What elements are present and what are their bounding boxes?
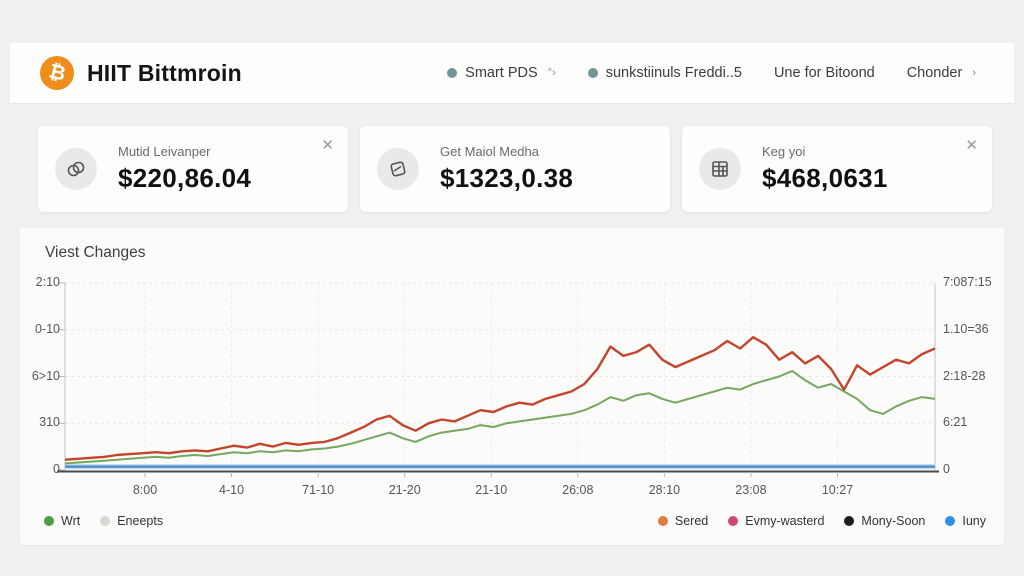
x-axis-label: 8:00 xyxy=(132,483,158,497)
legend-label: Wrt xyxy=(61,514,81,528)
card-body: Mutid Leivanper $220,86.04 xyxy=(118,144,251,194)
nav-item-label: Chonder xyxy=(906,65,963,81)
y-axis-label-left: 310 xyxy=(39,415,60,430)
spreadsheet-icon xyxy=(699,148,741,190)
legend-label: Mony-Soon xyxy=(861,514,926,528)
y-axis-label-right: 7:087:15 xyxy=(943,275,992,289)
nav-item-label: sunkstiinuls Freddi..5 xyxy=(605,65,742,81)
x-axis-label: 28:10 xyxy=(648,483,681,497)
brand[interactable]: ₿ HIIT Bittmroin xyxy=(40,56,242,90)
chart-title: Viest Changes xyxy=(45,244,146,261)
x-axis-label: 21-10 xyxy=(475,483,508,497)
y-axis-label-left: 6>10 xyxy=(31,368,60,383)
legend-dot-icon xyxy=(100,516,111,526)
close-icon[interactable]: ✕ xyxy=(321,137,334,154)
nav-item-label: Une for Bitoond xyxy=(773,65,875,81)
legend-label: Evmy-wasterd xyxy=(745,514,825,528)
chart-canvas xyxy=(57,282,939,477)
legend-label: Sered xyxy=(674,514,709,528)
chevron-right-icon: °› xyxy=(547,67,556,79)
legend-dot-icon xyxy=(945,516,956,526)
nav-item-chonder[interactable]: Chonder › xyxy=(907,65,976,81)
app-header: ₿ HIIT Bittmroin Smart PDS °› sunkstiinu… xyxy=(10,43,1014,104)
card-body: Get Maiol Medha $1323,0.38 xyxy=(440,144,573,194)
x-axis-label: 21-20 xyxy=(388,483,421,497)
card-value: $468,0631 xyxy=(762,163,888,193)
legend-label: Iuny xyxy=(962,514,986,528)
card-label: Keg yoi xyxy=(762,144,806,159)
nav-item-label: Smart PDS xyxy=(465,65,538,81)
card-body: Keg yoi $468,0631 xyxy=(762,144,888,194)
card-label: Mutid Leivanper xyxy=(118,144,211,159)
stat-card-keg: Keg yoi $468,0631 ✕ xyxy=(682,126,992,212)
nav-bullet-icon xyxy=(447,68,458,78)
card-value: $220,86.04 xyxy=(118,163,252,193)
card-value: $1323,0.38 xyxy=(440,163,574,193)
nav-item-freddi[interactable]: sunkstiinuls Freddi..5 xyxy=(587,65,742,81)
stat-card-balance: Mutid Leivanper $220,86.04 ✕ xyxy=(38,126,348,212)
x-axis-label: 23:08 xyxy=(735,483,767,497)
y-axis-label-left: 2:10 xyxy=(35,275,60,289)
legend-item-eneepts[interactable]: Eneepts xyxy=(100,514,163,528)
legend-dot-icon xyxy=(657,516,668,526)
y-axis-label-right: 1.10=36 xyxy=(943,321,989,336)
legend-dot-icon xyxy=(728,516,739,526)
app-title: HIIT Bittmroin xyxy=(87,59,242,86)
legend-item-mony-soon[interactable]: Mony-Soon xyxy=(844,514,925,528)
legend-item-evmy-wasterd[interactable]: Evmy-wasterd xyxy=(728,514,824,528)
line-chart: 2:10 0-10 6>10 310 0 7:087:15 1.10=36 2:18-28 6:… xyxy=(20,228,1004,545)
rings-icon xyxy=(55,148,97,190)
legend-dot-icon xyxy=(844,516,855,526)
legend-right: Sered Evmy-wasterd Mony-Soon Iuny xyxy=(657,514,986,528)
y-axis-label-left: 0-10 xyxy=(34,321,60,336)
stat-card-media: Get Maiol Medha $1323,0.38 xyxy=(360,126,670,212)
y-axis-label-left: 0 xyxy=(53,462,60,476)
y-axis-label-right: 6:21 xyxy=(943,415,968,430)
x-axis-label: 10:27 xyxy=(821,483,854,497)
legend-left: Wrt Eneepts xyxy=(44,514,163,528)
y-axis-label-right: 0 xyxy=(943,462,950,476)
y-axis-label-right: 2:18-28 xyxy=(943,368,986,383)
chart-panel: Viest Changes 2:10 0-10 6>10 310 0 7:087:15 1.… xyxy=(20,228,1004,545)
send-icon xyxy=(377,148,419,190)
legend-item-sered[interactable]: Sered xyxy=(657,514,709,528)
legend-label: Eneepts xyxy=(117,514,164,528)
chevron-right-icon: › xyxy=(972,67,976,79)
x-axis-label: 26:08 xyxy=(562,483,594,497)
nav-item-smart-pds[interactable]: Smart PDS °› xyxy=(447,65,556,81)
series-line-Sered xyxy=(64,335,936,461)
x-axis-label: 4-10 xyxy=(219,483,245,497)
series-line-Wrt xyxy=(64,369,936,465)
main-nav: Smart PDS °› sunkstiinuls Freddi..5 Une … xyxy=(447,65,976,81)
card-label: Get Maiol Medha xyxy=(440,144,539,159)
nav-bullet-icon xyxy=(587,68,598,78)
bitcoin-logo-icon: ₿ xyxy=(40,56,74,90)
nav-item-une-for-bitoond[interactable]: Une for Bitoond xyxy=(774,65,875,81)
legend-dot-icon xyxy=(44,516,54,526)
stat-cards-row: Mutid Leivanper $220,86.04 ✕ Get Maiol M… xyxy=(38,126,992,212)
legend-item-wrt[interactable]: Wrt xyxy=(44,514,80,528)
close-icon[interactable]: ✕ xyxy=(965,137,978,154)
x-axis-label: 71-10 xyxy=(302,483,335,497)
legend-item-iuny[interactable]: Iuny xyxy=(945,514,986,528)
